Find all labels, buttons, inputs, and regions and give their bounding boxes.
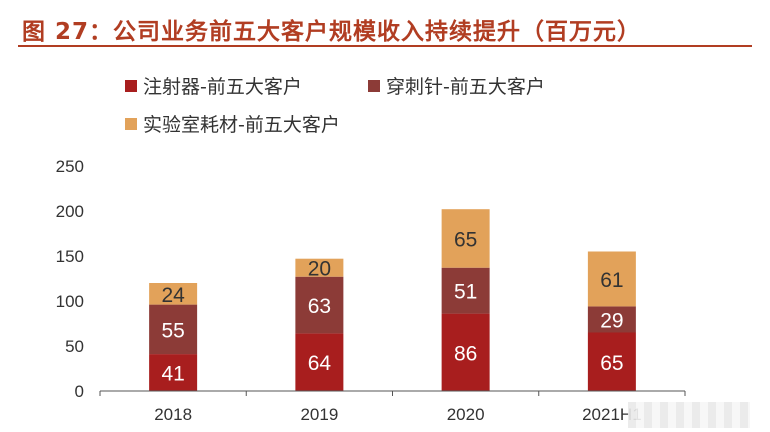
bar-segment-injector: [295, 333, 344, 391]
y-tick-label: 0: [75, 382, 84, 401]
legend-item-puncture: 穿刺针-前五大客户: [368, 72, 545, 99]
bar-segment-lab: [149, 283, 198, 305]
bar-segment-puncture: [149, 304, 198, 355]
y-tick-label: 200: [56, 202, 84, 221]
blurred-watermark: [628, 402, 750, 428]
legend-swatch-injector: [125, 79, 137, 92]
data-label: 20: [308, 258, 331, 281]
data-label: 29: [600, 309, 623, 332]
legend-item-injector: 注射器-前五大客户: [125, 72, 302, 99]
data-label: 64: [308, 352, 332, 375]
legend-label-lab: 实验室耗材-前五大客户: [143, 114, 340, 136]
legend-label-injector: 注射器-前五大客户: [143, 76, 302, 98]
bar-segment-injector: [149, 354, 198, 391]
bar-segment-injector: [441, 313, 490, 391]
bar-segment-puncture: [587, 306, 636, 333]
bar-segment-lab: [295, 258, 344, 277]
bar-segment-puncture: [441, 267, 490, 314]
figure-title: 图 27：公司业务前五大客户规模收入持续提升（百万元）: [22, 19, 642, 45]
y-tick-label: 250: [56, 157, 84, 176]
legend-label-puncture: 穿刺针-前五大客户: [386, 76, 545, 98]
y-tick-label: 150: [56, 247, 84, 266]
data-label: 24: [161, 284, 185, 307]
y-tick-label: 50: [65, 337, 84, 356]
data-label: 63: [308, 295, 331, 318]
y-tick-label: 100: [56, 292, 84, 311]
bar-segment-puncture: [295, 276, 344, 334]
legend-item-lab: 实验室耗材-前五大客户: [125, 110, 340, 137]
bar-segment-injector: [587, 332, 636, 391]
bar-segment-lab: [441, 209, 490, 268]
title-underline: [18, 45, 752, 47]
data-label: 41: [161, 363, 184, 386]
bar-segment-lab: [587, 251, 636, 307]
data-label: 65: [454, 228, 477, 251]
data-label: 86: [454, 342, 477, 365]
data-label: 51: [454, 281, 477, 304]
x-tick-label: 2020: [447, 405, 485, 424]
x-tick-label: 2018: [154, 405, 192, 424]
x-tick-label: 2021H1: [582, 405, 642, 424]
data-label: 55: [161, 319, 184, 342]
data-label: 65: [600, 352, 623, 375]
data-label: 61: [600, 269, 623, 292]
legend-swatch-puncture: [368, 79, 380, 92]
x-tick-label: 2019: [300, 405, 338, 424]
legend-swatch-lab: [125, 117, 137, 130]
